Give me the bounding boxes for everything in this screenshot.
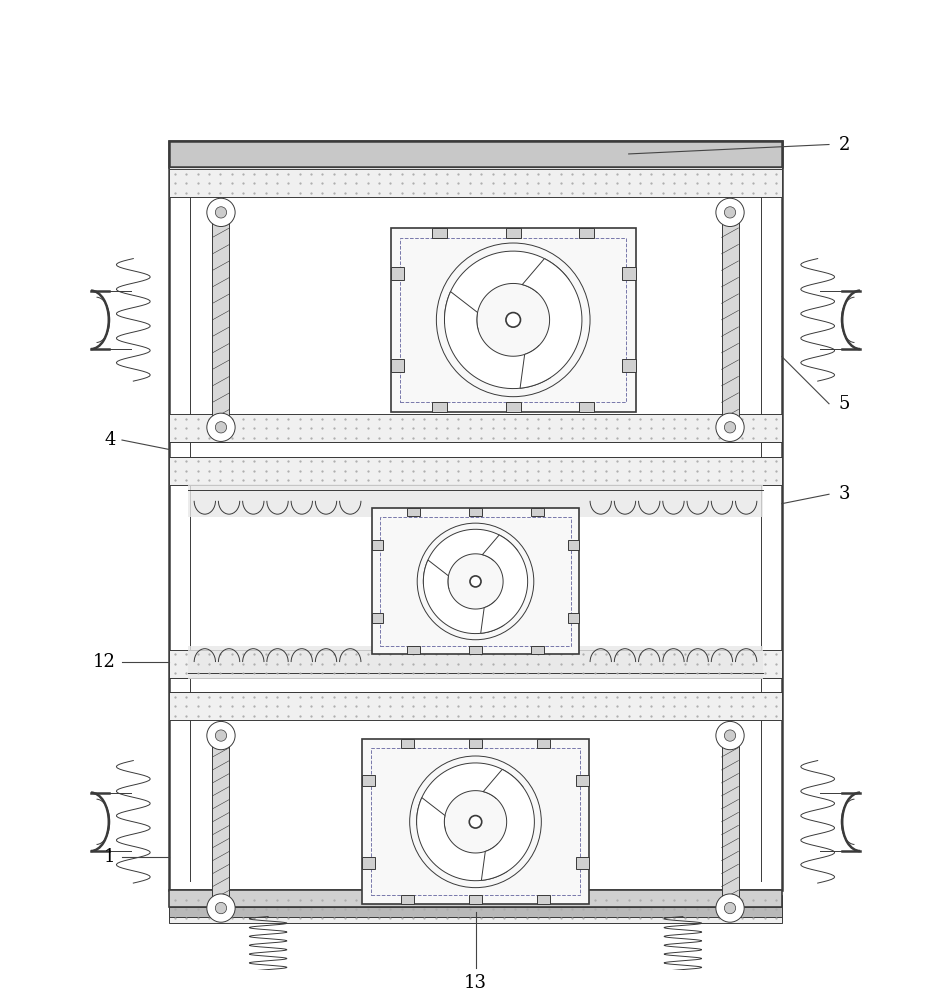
Bar [188, 484, 763, 517]
Bar [579, 402, 594, 412]
Bar [212, 221, 229, 419]
Bar [188, 646, 763, 679]
Bar [169, 457, 782, 485]
Circle shape [716, 721, 745, 750]
Bar [400, 238, 626, 402]
Bar [372, 748, 579, 895]
Polygon shape [444, 292, 551, 389]
Bar [469, 739, 482, 748]
Polygon shape [480, 535, 528, 633]
Bar [649, 997, 717, 1000]
Text: 2: 2 [839, 136, 850, 154]
Bar [722, 221, 739, 419]
Bar [372, 540, 383, 550]
Bar [372, 613, 383, 623]
Circle shape [206, 198, 235, 227]
Bar [169, 890, 782, 907]
Bar [212, 744, 229, 900]
Circle shape [725, 422, 736, 433]
Bar [407, 508, 419, 516]
Bar [469, 895, 482, 904]
Circle shape [206, 894, 235, 922]
Bar [532, 508, 544, 516]
Circle shape [716, 198, 745, 227]
Bar [169, 414, 782, 442]
Polygon shape [520, 259, 582, 388]
Bar [234, 997, 302, 1000]
Text: 3: 3 [839, 485, 850, 503]
Bar [169, 169, 782, 197]
Bar [169, 141, 782, 890]
Polygon shape [423, 560, 504, 634]
Bar [722, 744, 739, 900]
Bar [579, 228, 594, 238]
Bar [532, 646, 544, 654]
Bar [536, 739, 551, 748]
Bar [407, 646, 419, 654]
Bar [362, 775, 375, 786]
Bar [362, 857, 375, 869]
Bar [576, 857, 589, 869]
Circle shape [215, 902, 226, 914]
Bar [372, 508, 579, 654]
Bar [433, 228, 447, 238]
Bar [536, 895, 551, 904]
Bar [576, 775, 589, 786]
Bar [469, 646, 482, 654]
Polygon shape [481, 769, 534, 880]
Bar [232, 987, 304, 997]
Circle shape [725, 902, 736, 914]
Circle shape [716, 413, 745, 441]
Text: 5: 5 [839, 395, 850, 413]
Circle shape [215, 422, 226, 433]
Bar [169, 907, 782, 917]
Bar [433, 402, 447, 412]
Circle shape [725, 730, 736, 741]
Bar [391, 228, 636, 412]
Bar [169, 895, 782, 923]
Circle shape [215, 730, 226, 741]
Bar [568, 540, 579, 550]
Bar [362, 739, 589, 904]
Text: 1: 1 [104, 848, 115, 866]
Polygon shape [417, 798, 508, 881]
Polygon shape [444, 251, 569, 330]
Circle shape [725, 207, 736, 218]
Circle shape [470, 576, 481, 587]
Circle shape [506, 313, 520, 327]
Bar [169, 650, 782, 678]
Bar [391, 267, 404, 280]
Bar [400, 739, 415, 748]
Bar [169, 692, 782, 720]
Text: 4: 4 [104, 431, 115, 449]
Bar [506, 402, 520, 412]
Text: 12: 12 [92, 653, 115, 671]
Bar [169, 167, 782, 173]
Bar [469, 508, 482, 516]
Bar [391, 359, 404, 372]
Bar [647, 987, 719, 997]
Circle shape [206, 413, 235, 441]
Bar [400, 895, 415, 904]
Circle shape [215, 207, 226, 218]
Circle shape [716, 894, 745, 922]
Bar [506, 228, 520, 238]
Polygon shape [423, 529, 518, 589]
Bar [568, 613, 579, 623]
Bar [622, 359, 636, 372]
Text: 13: 13 [464, 974, 487, 992]
Bar [380, 517, 571, 646]
Circle shape [469, 816, 482, 828]
Polygon shape [417, 763, 523, 830]
Bar [622, 267, 636, 280]
Bar [169, 141, 782, 167]
Circle shape [206, 721, 235, 750]
